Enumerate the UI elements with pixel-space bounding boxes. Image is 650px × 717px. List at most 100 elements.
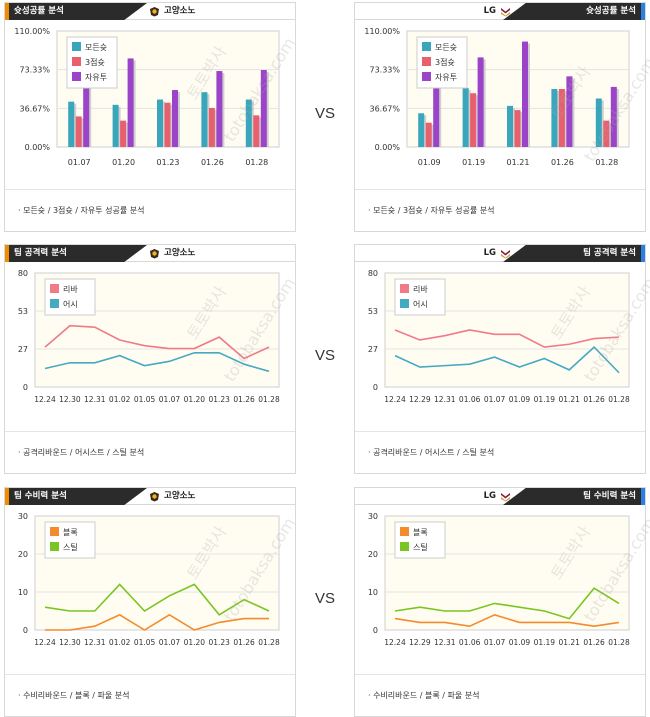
y-tick-label: 110.00% bbox=[14, 27, 50, 36]
right-team-panel: 팀 수비력 분석 LG 30 20 10 0 12.24 12.29 12.31 01.06 01.… bbox=[354, 487, 646, 717]
legend-label: 스틸 bbox=[413, 542, 428, 552]
y-tick-label: 0.00% bbox=[25, 143, 51, 152]
legend-swatch bbox=[50, 284, 59, 293]
team-name: LG bbox=[484, 488, 511, 505]
panel-header: 슛성공률 분석 고양소노 bbox=[5, 3, 295, 20]
y-tick-label: 20 bbox=[18, 550, 28, 559]
x-tick-label: 01.26 bbox=[583, 395, 605, 404]
legend-label: 스틸 bbox=[63, 542, 78, 552]
panel-footer: · 모든슛 / 3점슛 / 자유투 성공률 분석 bbox=[5, 189, 295, 231]
y-tick-label: 80 bbox=[368, 269, 378, 278]
legend-label: 어시 bbox=[63, 299, 78, 309]
x-tick-label: 12.29 bbox=[409, 638, 431, 647]
panel-header: 팀 공격력 분석 LG bbox=[355, 245, 645, 262]
bar bbox=[566, 76, 573, 147]
x-tick-label: 12.30 bbox=[59, 395, 81, 404]
legend-swatch bbox=[400, 284, 409, 293]
legend-label: 모든슛 bbox=[435, 43, 457, 52]
x-tick-label: 12.24 bbox=[384, 395, 406, 404]
series-line bbox=[45, 613, 269, 631]
team-name: LG bbox=[484, 3, 511, 20]
y-tick-label: 0 bbox=[23, 383, 28, 392]
legend-label: 리바 bbox=[413, 284, 428, 294]
legend bbox=[394, 521, 446, 559]
bar bbox=[260, 70, 267, 147]
y-tick-label: 73.33% bbox=[369, 66, 400, 75]
x-tick-label: 01.07 bbox=[484, 638, 506, 647]
x-tick-label: 01.28 bbox=[608, 395, 630, 404]
team-label: 고양소노 bbox=[164, 248, 196, 258]
sono-emblem-icon bbox=[150, 7, 159, 17]
bar bbox=[558, 89, 565, 147]
y-tick-label: 53 bbox=[368, 307, 378, 316]
panel-header: 팀 수비력 분석 LG bbox=[355, 488, 645, 505]
x-tick-label: 01.06 bbox=[459, 395, 481, 404]
x-tick-label: 01.28 bbox=[258, 638, 280, 647]
x-tick-label: 01.28 bbox=[258, 395, 280, 404]
left-team-panel: 팀 수비력 분석 고양소노 30 20 10 0 12.24 12.30 12.31 01.02 0… bbox=[4, 487, 296, 717]
x-tick-label: 01.26 bbox=[583, 638, 605, 647]
legend-label: 3점슛 bbox=[85, 57, 105, 67]
series-line bbox=[394, 587, 620, 620]
x-tick-label: 01.05 bbox=[134, 395, 156, 404]
bar bbox=[418, 113, 425, 147]
x-tick-label: 01.19 bbox=[534, 395, 556, 404]
x-tick-label: 01.28 bbox=[595, 158, 618, 167]
series-line bbox=[394, 345, 620, 374]
right-team-panel: 팀 공격력 분석 LG 80 53 27 0 12.24 12.29 12.31 01.06 01.… bbox=[354, 244, 646, 474]
legend-label: 자유투 bbox=[435, 73, 457, 82]
series-line bbox=[394, 329, 620, 348]
team-name: 고양소노 bbox=[149, 488, 195, 505]
series-line bbox=[44, 583, 270, 616]
x-tick-label: 12.24 bbox=[34, 395, 56, 404]
bar bbox=[522, 41, 528, 147]
legend-label: 블록 bbox=[413, 527, 428, 537]
x-tick-label: 12.29 bbox=[409, 395, 431, 404]
bar bbox=[201, 92, 208, 147]
y-tick-label: 53 bbox=[18, 307, 28, 316]
bar bbox=[120, 120, 127, 147]
legend-label: 어시 bbox=[413, 299, 428, 309]
legend-swatch bbox=[72, 42, 81, 51]
x-tick-label: 12.30 bbox=[59, 638, 81, 647]
legend-label: 모든슛 bbox=[85, 43, 107, 52]
bar bbox=[462, 87, 469, 147]
section-title: 슛성공률 분석 bbox=[5, 3, 147, 20]
x-tick-label: 01.06 bbox=[459, 638, 481, 647]
legend-label: 자유투 bbox=[85, 73, 107, 82]
team-label: LG bbox=[483, 491, 496, 501]
bar bbox=[425, 122, 432, 147]
y-tick-label: 20 bbox=[368, 550, 378, 559]
bar bbox=[551, 89, 558, 147]
bar bbox=[477, 57, 484, 148]
series-line bbox=[44, 324, 270, 360]
y-tick-label: 0 bbox=[23, 626, 28, 635]
section-title: 슛성공률 분석 bbox=[503, 3, 645, 20]
x-tick-label: 01.02 bbox=[109, 395, 131, 404]
legend-swatch bbox=[422, 72, 431, 81]
y-tick-label: 30 bbox=[368, 512, 378, 521]
x-tick-label: 01.20 bbox=[184, 395, 206, 404]
legend-swatch bbox=[72, 72, 81, 81]
left-team-panel: 팀 공격력 분석 고양소노 80 53 27 0 12.24 12.30 12.31 01.02 0… bbox=[4, 244, 296, 474]
left-team-panel: 슛성공률 분석 고양소노 110.00% 73.33% 36.67% 0.00% 01.07… bbox=[4, 2, 296, 232]
x-tick-label: 01.21 bbox=[507, 158, 530, 167]
bar bbox=[208, 107, 215, 147]
bar bbox=[172, 90, 178, 147]
x-tick-label: 12.31 bbox=[84, 638, 106, 647]
y-tick-label: 30 bbox=[18, 512, 28, 521]
y-tick-label: 0.00% bbox=[375, 143, 401, 152]
panel-footer: · 수비리바운드 / 블록 / 파울 분석 bbox=[5, 674, 295, 716]
bar bbox=[603, 120, 610, 147]
sono-emblem-icon bbox=[150, 249, 159, 259]
lg-emblem-icon bbox=[501, 250, 510, 259]
section-title: 팀 공격력 분석 bbox=[5, 245, 147, 262]
legend-swatch bbox=[422, 42, 431, 51]
vs-label: VS bbox=[314, 590, 335, 607]
x-tick-label: 12.24 bbox=[34, 638, 56, 647]
y-tick-label: 0 bbox=[373, 626, 378, 635]
x-tick-label: 12.31 bbox=[434, 638, 456, 647]
panel-header: 팀 수비력 분석 고양소노 bbox=[5, 488, 295, 505]
